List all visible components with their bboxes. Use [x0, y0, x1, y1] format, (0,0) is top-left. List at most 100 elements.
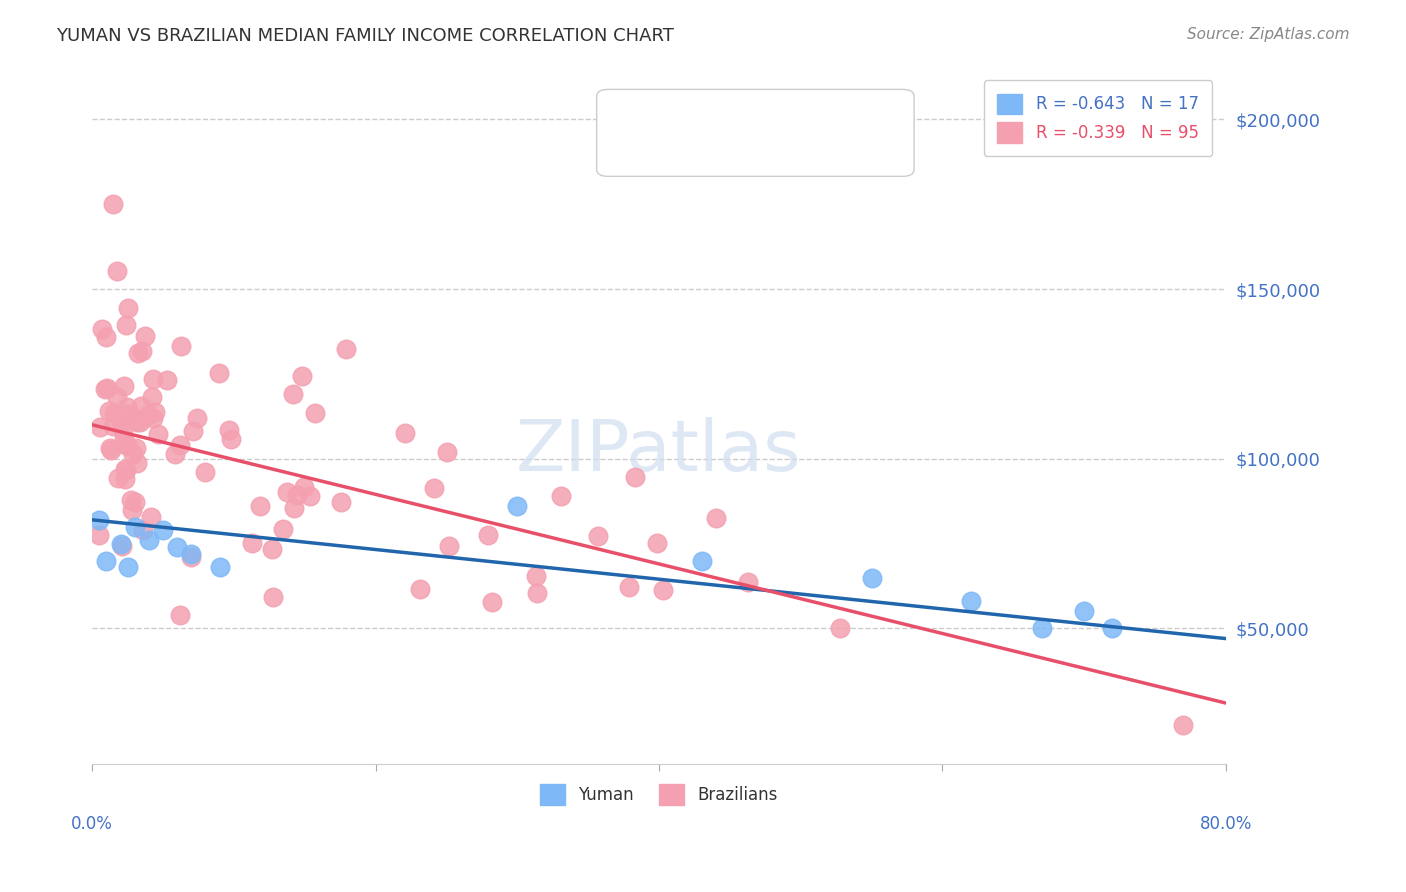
Point: [127, 345, 149, 359]
Point: [146, 426, 169, 441]
Point: [142, 372, 165, 386]
Point: [180, 547, 202, 561]
Point: [120, 493, 142, 508]
Point: [163, 447, 186, 461]
Point: [959, 594, 981, 608]
Point: [107, 471, 129, 485]
Point: [550, 489, 572, 503]
Point: [1101, 621, 1123, 635]
Point: [1171, 718, 1194, 732]
Text: 0.0%: 0.0%: [72, 815, 112, 833]
Point: [132, 523, 155, 537]
Point: [127, 456, 149, 470]
Point: [111, 539, 134, 553]
Point: [138, 408, 160, 422]
Point: [408, 582, 430, 596]
Point: [623, 470, 645, 484]
Point: [422, 481, 444, 495]
Point: [131, 344, 153, 359]
Point: [830, 621, 852, 635]
Point: [101, 419, 124, 434]
Point: [276, 485, 298, 500]
Point: [436, 445, 458, 459]
Point: [647, 535, 669, 549]
Text: 80.0%: 80.0%: [1199, 815, 1251, 833]
Point: [114, 462, 136, 476]
Point: [125, 441, 148, 455]
Point: [110, 536, 132, 550]
Point: [110, 416, 132, 430]
Point: [115, 437, 138, 451]
Point: [394, 426, 416, 441]
Point: [114, 463, 136, 477]
Point: [114, 379, 136, 393]
Point: [103, 406, 125, 420]
Legend: R = -0.643   N = 17, R = -0.339   N = 95: R = -0.643 N = 17, R = -0.339 N = 95: [984, 80, 1212, 156]
Point: [105, 264, 128, 278]
Point: [124, 495, 146, 509]
Point: [117, 407, 139, 421]
Point: [240, 536, 263, 550]
Point: [115, 318, 138, 333]
Point: [156, 373, 179, 387]
Point: [112, 424, 135, 438]
Point: [690, 553, 713, 567]
Point: [114, 472, 136, 486]
Point: [208, 560, 231, 574]
Point: [291, 369, 314, 384]
Point: [617, 580, 640, 594]
Point: [477, 527, 499, 541]
Point: [169, 438, 191, 452]
Point: [524, 568, 547, 582]
Text: ZIPatlas: ZIPatlas: [516, 417, 801, 485]
Text: Source: ZipAtlas.com: Source: ZipAtlas.com: [1187, 27, 1350, 42]
Point: [91, 321, 114, 335]
Point: [89, 528, 111, 542]
Point: [170, 338, 193, 352]
Point: [652, 582, 675, 597]
Point: [218, 423, 240, 437]
Point: [117, 439, 139, 453]
Point: [100, 442, 122, 457]
Point: [89, 513, 111, 527]
Point: [181, 425, 204, 439]
Point: [166, 540, 188, 554]
Point: [586, 529, 609, 543]
Point: [249, 499, 271, 513]
Point: [706, 510, 728, 524]
Point: [860, 570, 883, 584]
Point: [96, 553, 118, 567]
Point: [152, 523, 174, 537]
Point: [304, 406, 326, 420]
Point: [141, 390, 163, 404]
Point: [107, 390, 129, 404]
Point: [138, 533, 160, 548]
Point: [98, 441, 121, 455]
Point: [122, 447, 145, 461]
Point: [526, 586, 548, 600]
Point: [260, 541, 283, 556]
Point: [131, 399, 153, 413]
Point: [142, 410, 165, 425]
Point: [1073, 604, 1095, 618]
FancyBboxPatch shape: [596, 89, 914, 177]
Point: [120, 409, 142, 423]
Point: [737, 575, 759, 590]
Point: [139, 509, 162, 524]
Point: [134, 328, 156, 343]
Point: [103, 197, 125, 211]
Point: [96, 330, 118, 344]
Point: [281, 387, 304, 401]
Point: [285, 487, 308, 501]
Point: [143, 405, 166, 419]
Point: [117, 301, 139, 316]
Point: [117, 560, 139, 574]
Point: [283, 501, 305, 516]
Point: [112, 432, 135, 446]
Point: [124, 519, 146, 533]
Point: [89, 420, 111, 434]
Point: [292, 480, 315, 494]
Point: [273, 522, 295, 536]
Point: [98, 404, 121, 418]
Point: [96, 381, 118, 395]
